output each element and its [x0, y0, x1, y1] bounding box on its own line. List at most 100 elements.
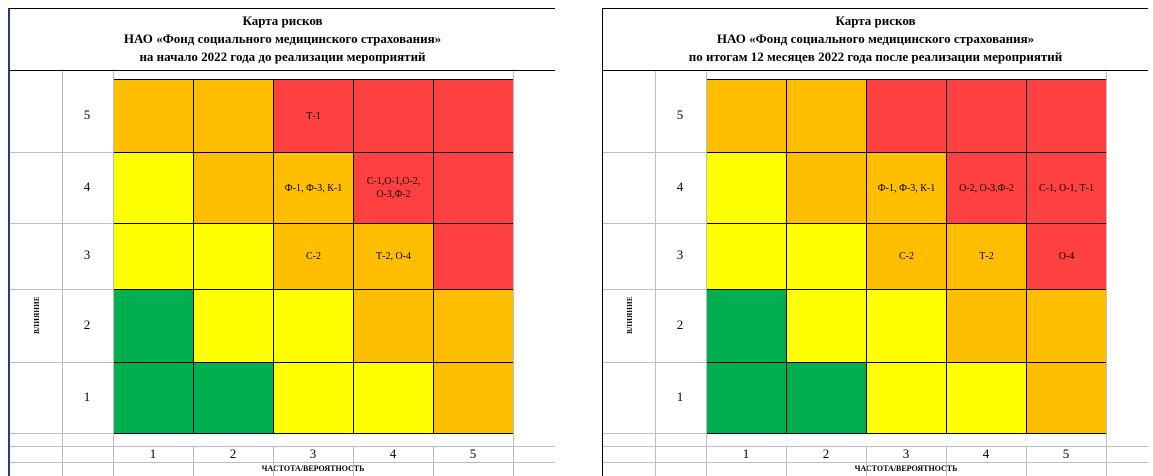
- gridline: [10, 433, 113, 434]
- gridline: [10, 446, 555, 447]
- risk-grid: Ф-1, Ф-3, К-1 О-2, О-3,Ф-2 С-1, О-1, Т-1 С-…: [706, 79, 1107, 434]
- risk-cell: С-2: [274, 224, 354, 290]
- risk-cell: [1027, 80, 1107, 153]
- gridline: [603, 152, 706, 153]
- grid-row: [114, 290, 514, 363]
- frequency-level-label: 2: [822, 446, 830, 461]
- gridline: [603, 289, 706, 290]
- gridline: [946, 446, 947, 476]
- gridline: [603, 362, 706, 363]
- impact-level-label: 3: [83, 247, 91, 262]
- gridline: [706, 71, 707, 476]
- impact-level-label: 1: [83, 388, 91, 404]
- grid-row: С-2 Т-2 О-4: [707, 224, 1107, 290]
- map-title: Карта рисков НАО «Фонд социального медиц…: [10, 9, 555, 71]
- risk-grid: Т-1 Ф-1, Ф-3, К-1 С-1,О-1,О-2, О-3,Ф-2 С-2 Т…: [113, 79, 514, 434]
- risk-cell: [787, 363, 867, 434]
- risk-cell: [947, 290, 1027, 363]
- risk-cell: [114, 80, 194, 153]
- risk-map-before: Карта рисков НАО «Фонд социального медиц…: [8, 8, 555, 476]
- gridline: [513, 71, 514, 476]
- risk-cell: [867, 363, 947, 434]
- gridline: [10, 223, 113, 224]
- risk-cell: С-1, О-1, Т-1: [1027, 153, 1107, 224]
- risk-cell: [114, 363, 194, 434]
- risk-cell: [787, 153, 867, 224]
- risk-cell: [947, 80, 1027, 153]
- gridline: [603, 446, 1148, 447]
- risk-cell: О-2, О-3,Ф-2: [947, 153, 1027, 224]
- risk-cell: [114, 224, 194, 290]
- risk-cell: [354, 363, 434, 434]
- gridline: [273, 446, 274, 476]
- frequency-level-label: 4: [982, 446, 990, 461]
- map-title: Карта рисков НАО «Фонд социального медиц…: [603, 9, 1148, 71]
- title-line-1: Карта рисков: [242, 13, 323, 28]
- risk-cell: [947, 363, 1027, 434]
- frequency-level-label: 4: [389, 446, 397, 461]
- impact-level-label: 2: [83, 316, 91, 332]
- gridline: [10, 362, 113, 363]
- gridline: [706, 446, 707, 476]
- risk-cell: Т-2, О-4: [354, 224, 434, 290]
- risk-cell: [354, 80, 434, 153]
- y-axis-label: ВЛИЯНИЕ: [625, 296, 634, 334]
- risk-cell: [194, 153, 274, 224]
- risk-cell: [434, 290, 514, 363]
- grid-row: [707, 80, 1107, 153]
- risk-cell: С-1,О-1,О-2, О-3,Ф-2: [354, 153, 434, 224]
- risk-cell: [707, 290, 787, 363]
- risk-cell: [434, 224, 514, 290]
- grid-row: Ф-1, Ф-3, К-1 О-2, О-3,Ф-2 С-1, О-1, Т-1: [707, 153, 1107, 224]
- risk-cell: Т-1: [274, 80, 354, 153]
- x-axis-label: ЧАСТОТА/ВЕРОЯТНОСТЬ: [261, 464, 365, 473]
- risk-cell: [354, 290, 434, 363]
- grid-row: [707, 363, 1107, 434]
- gridline: [62, 71, 63, 476]
- impact-level-label: 5: [676, 106, 684, 122]
- risk-cell: [707, 224, 787, 290]
- risk-cell: [274, 363, 354, 434]
- gridline: [10, 152, 113, 153]
- impact-level-label: 2: [676, 316, 684, 332]
- risk-cell: [1027, 363, 1107, 434]
- risk-cell: [707, 153, 787, 224]
- risk-cell: [867, 290, 947, 363]
- frequency-level-label: 3: [902, 446, 910, 461]
- risk-cell: [114, 153, 194, 224]
- risk-cell: [787, 80, 867, 153]
- risk-cell: [1027, 290, 1107, 363]
- risk-cell: Т-2: [947, 224, 1027, 290]
- risk-cell: [194, 224, 274, 290]
- risk-map-after: Карта рисков НАО «Фонд социального медиц…: [602, 8, 1148, 476]
- grid-row: [114, 363, 514, 434]
- frequency-level-label: 2: [229, 446, 237, 461]
- gridline: [113, 446, 114, 476]
- gridline: [1026, 446, 1027, 476]
- gridline: [10, 289, 113, 290]
- gridline: [113, 71, 114, 476]
- risk-cell: [787, 224, 867, 290]
- risk-cell: [787, 290, 867, 363]
- impact-level-label: 5: [83, 106, 91, 122]
- gridline: [603, 462, 1148, 463]
- risk-cell: [194, 80, 274, 153]
- grid-row: С-2 Т-2, О-4: [114, 224, 514, 290]
- risk-cell: [274, 290, 354, 363]
- grid-row: Ф-1, Ф-3, К-1 С-1,О-1,О-2, О-3,Ф-2: [114, 153, 514, 224]
- gridline: [193, 446, 194, 476]
- risk-cell: [434, 153, 514, 224]
- frequency-level-label: 1: [742, 446, 750, 461]
- gridline: [433, 446, 434, 476]
- title-line-3: на начало 2022 года до реализации меропр…: [139, 49, 426, 64]
- frequency-level-label: 5: [1062, 446, 1070, 461]
- gridline: [1106, 446, 1107, 476]
- risk-cell: [434, 363, 514, 434]
- frequency-level-label: 5: [469, 446, 477, 461]
- title-line-1: Карта рисков: [835, 13, 916, 28]
- impact-level-label: 4: [676, 178, 684, 194]
- title-line-3: по итогам 12 месяцев 2022 года после реа…: [688, 49, 1063, 64]
- impact-level-label: 4: [83, 178, 91, 194]
- risk-cell: О-4: [1027, 224, 1107, 290]
- gridline: [603, 433, 706, 434]
